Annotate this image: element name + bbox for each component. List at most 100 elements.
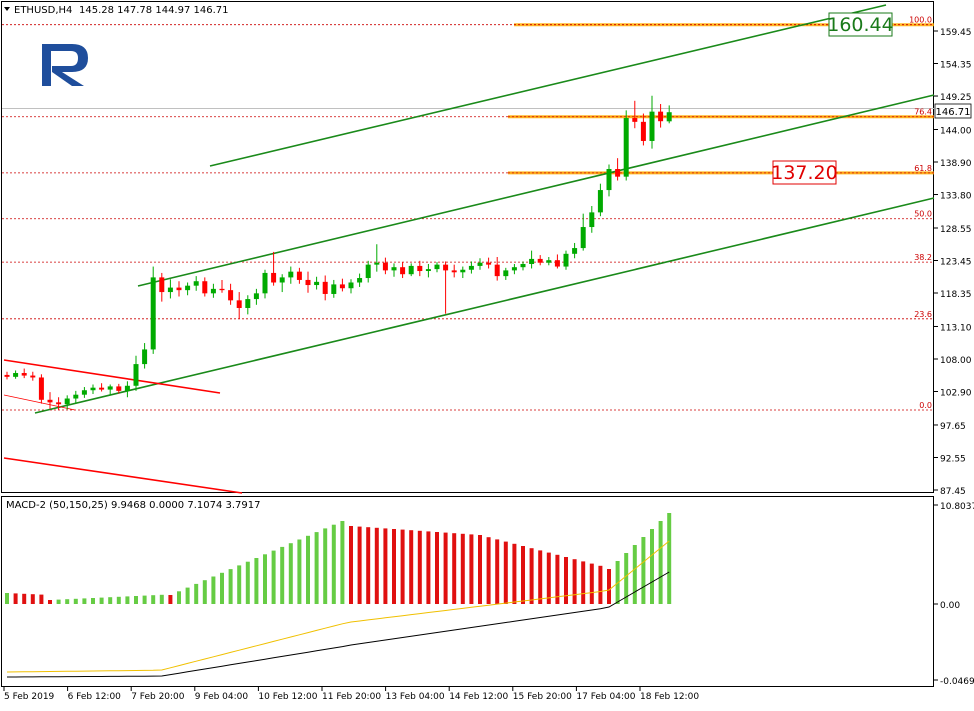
- price-tick-label: 144.00: [940, 126, 972, 136]
- macd-histogram-bar: [228, 569, 233, 604]
- time-tick-label: 13 Feb 04:00: [386, 692, 445, 702]
- price-tick-label: 159.45: [940, 28, 972, 38]
- candle: [210, 283, 216, 298]
- candle: [425, 264, 431, 278]
- candle: [133, 355, 139, 391]
- candle-body: [615, 169, 621, 177]
- macd-histogram-bar: [469, 534, 474, 604]
- candle-body: [314, 281, 320, 286]
- candle: [615, 158, 621, 181]
- candle-body: [21, 373, 27, 376]
- candle: [73, 390, 79, 404]
- macd-histogram-bar: [564, 557, 568, 604]
- macd-histogram-bar: [194, 583, 199, 604]
- candle: [649, 95, 655, 149]
- macd-histogram-bar: [5, 593, 9, 604]
- macd-histogram-bar: [30, 594, 35, 604]
- candle: [124, 381, 130, 398]
- candle: [81, 387, 87, 398]
- macd-tick-label: 10.8037: [940, 502, 974, 512]
- macd-histogram-bar: [254, 558, 259, 604]
- candle: [580, 213, 586, 251]
- candle: [228, 283, 234, 305]
- time-tick-label: 14 Feb 12:00: [449, 692, 508, 702]
- macd-histogram-bar: [349, 526, 353, 604]
- macd-histogram-bar: [142, 595, 147, 604]
- price-tick-label: 154.35: [940, 61, 972, 71]
- candle-body: [288, 271, 294, 278]
- candle: [451, 264, 457, 278]
- candle: [142, 343, 148, 369]
- macd-histogram-bar: [125, 596, 130, 604]
- candle: [185, 282, 191, 296]
- macd-histogram-bar: [392, 529, 396, 604]
- macd-histogram-bar: [503, 541, 508, 604]
- macd-histogram-bar: [288, 543, 293, 604]
- macd-histogram-bar: [624, 553, 629, 604]
- candle: [219, 279, 225, 293]
- time-tick-label: 10 Feb 12:00: [258, 692, 317, 702]
- fib-label-50.0: 50.0: [914, 210, 932, 219]
- macd-histogram-bar: [323, 528, 328, 604]
- candle: [554, 254, 560, 269]
- macd-histogram-bar: [538, 550, 543, 604]
- candle: [511, 264, 517, 275]
- macd-histogram-bar: [22, 593, 27, 604]
- price-tick-label: 87.45: [940, 487, 966, 497]
- candle-body: [73, 394, 79, 399]
- macd-histogram-bar: [658, 521, 663, 604]
- price-panel-frame: [1, 1, 934, 493]
- macd-histogram-bar: [271, 550, 276, 604]
- macd-histogram-bar: [177, 591, 181, 604]
- candle: [245, 295, 251, 315]
- macd-histogram-bar: [211, 576, 216, 604]
- candle: [382, 257, 388, 275]
- candle: [658, 103, 664, 128]
- current-price-label: 146.71: [936, 107, 971, 118]
- candle: [262, 269, 268, 299]
- candle-body: [546, 260, 552, 263]
- candle: [400, 262, 406, 279]
- candle-body: [357, 278, 363, 283]
- candle: [589, 205, 595, 233]
- candle: [288, 266, 294, 284]
- candle: [193, 276, 199, 291]
- macd-histogram-bar: [443, 532, 448, 604]
- macd-signal-line: [6, 540, 670, 673]
- candle: [296, 267, 302, 284]
- dropdown-triangle-icon[interactable]: [4, 7, 10, 11]
- candle-body: [167, 287, 173, 293]
- callout-160-44: 160.44: [827, 12, 894, 37]
- candle-body: [47, 399, 53, 403]
- candle-body: [434, 264, 440, 270]
- candle: [107, 384, 113, 396]
- candle-body: [116, 386, 122, 391]
- candle-body: [597, 190, 603, 213]
- macd-histogram-bar: [452, 533, 457, 604]
- candle: [38, 374, 44, 404]
- fib-label-0.0: 0.0: [919, 401, 932, 410]
- candle: [546, 256, 552, 266]
- candle: [271, 251, 277, 286]
- candle: [150, 266, 156, 354]
- macd-histogram-bar: [572, 559, 577, 604]
- candle: [374, 244, 380, 272]
- macd-histogram-bar: [589, 563, 594, 604]
- macd-histogram-bar: [280, 546, 285, 604]
- macd-histogram-bar: [486, 537, 491, 604]
- candle-body: [142, 349, 148, 365]
- macd-histogram-bar: [297, 539, 302, 604]
- candle-body: [477, 262, 483, 266]
- time-tick-label: 18 Feb 12:00: [640, 692, 699, 702]
- candle: [13, 370, 19, 379]
- candle-body: [271, 272, 277, 283]
- candle-body: [56, 402, 62, 405]
- candle-body: [494, 264, 500, 277]
- candle-body: [468, 265, 474, 270]
- candle-body: [4, 374, 10, 377]
- candle: [460, 266, 466, 279]
- candle-body: [339, 284, 345, 289]
- current-price-marker: 146.71: [934, 103, 972, 119]
